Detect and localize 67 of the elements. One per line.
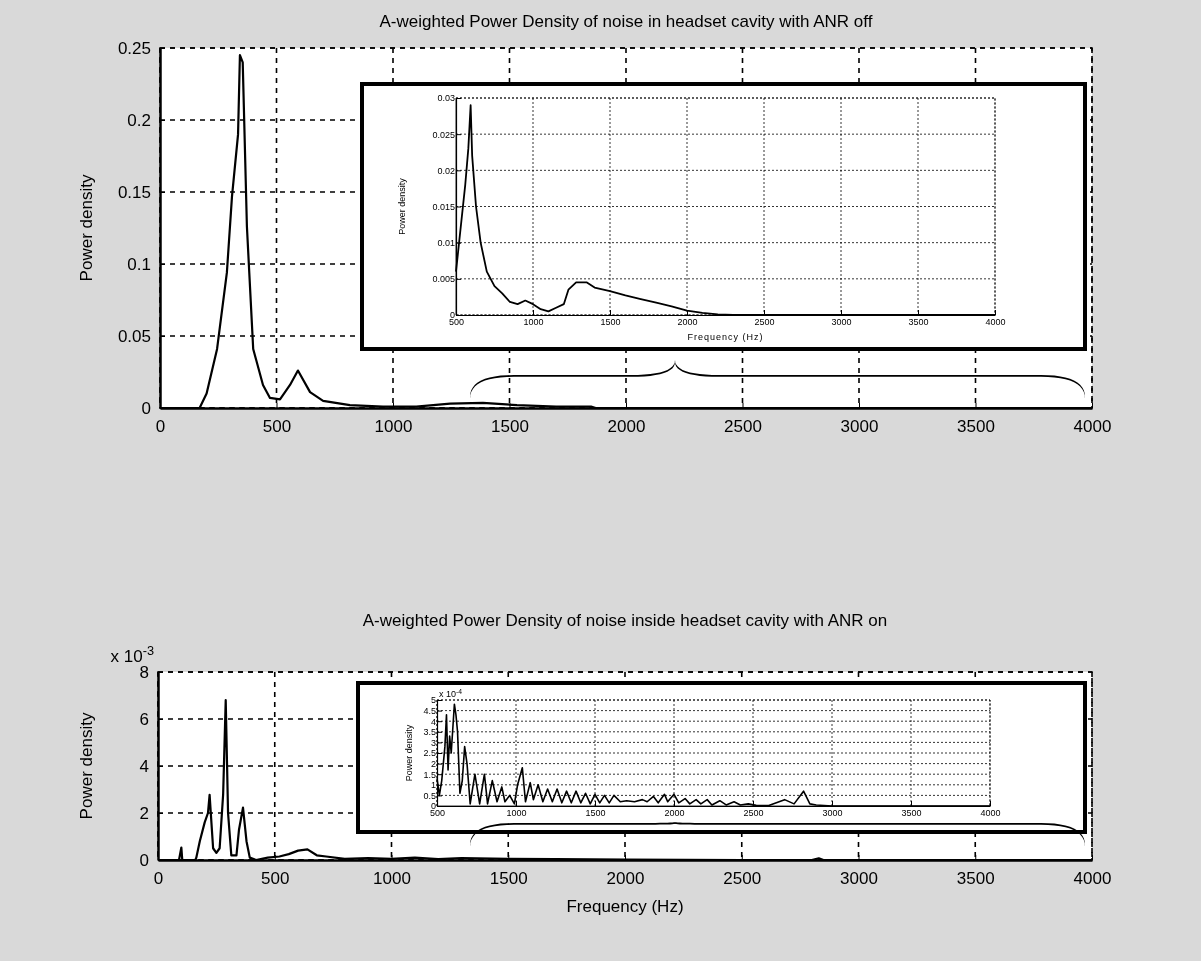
y-tick-label: 2 (430, 758, 436, 769)
y-axis-title: Power density (397, 177, 407, 235)
y-tick-label: 1 (430, 780, 436, 791)
x-tick-label: 3000 (840, 869, 878, 889)
y-tick-label: 0 (139, 850, 149, 870)
x-tick-label: 3000 (840, 417, 879, 437)
y-tick-label: 4 (430, 716, 436, 727)
x-tick-label: 4000 (985, 317, 1006, 328)
x-tick-label: 1500 (585, 808, 606, 819)
y-tick-label: 0.02 (437, 165, 455, 176)
x-tick-label: 500 (261, 869, 290, 889)
y-tick-label: 5 (430, 695, 436, 706)
x-tick-label: 0 (153, 869, 164, 889)
y-tick-label: 0 (141, 398, 151, 418)
y-axis-title: Power density (77, 174, 96, 282)
x-tick-label: 2000 (664, 808, 685, 819)
x-tick-label: 2000 (606, 869, 645, 889)
x-tick-label: 4000 (1073, 417, 1112, 437)
x-tick-label: 3500 (956, 869, 995, 889)
chart-title: A-weighted Power Density of noise in headset cavity with ANR off (379, 12, 873, 31)
x-tick-label: 3500 (908, 317, 929, 328)
x-tick-label: 1000 (373, 869, 411, 889)
y-tick-label: 3 (430, 737, 436, 748)
y-tick-label: 0.015 (432, 201, 455, 212)
y-axis-title: Power density (404, 724, 414, 782)
x-tick-label: 0 (155, 417, 166, 437)
y-tick-label: 0.05 (117, 326, 151, 346)
x-tick-label: 3500 (957, 417, 995, 437)
y-tick-label: 0.03 (437, 93, 455, 104)
annotation: x 10$^{-4}$ (439, 687, 463, 699)
y-tick-label: 0.2 (127, 110, 151, 130)
x-tick-label: 2000 (607, 417, 646, 437)
y-tick-label: 0.25 (117, 38, 151, 58)
y-tick-label: 0.01 (437, 238, 455, 249)
y-axis-title: Power density (77, 712, 96, 820)
x-tick-label: 2500 (723, 869, 762, 889)
y-tick-label: 3.5 (423, 727, 436, 738)
x-axis-title: Frequency (Hz) (687, 332, 764, 342)
y-tick-label: 1.5 (423, 769, 436, 780)
y-tick-label: 0.025 (432, 129, 455, 140)
x-tick-label: 1000 (374, 417, 413, 437)
x-tick-label: 2500 (724, 417, 762, 437)
y-tick-label: 2 (139, 803, 149, 823)
x-tick-label: 3000 (831, 317, 852, 328)
x-tick-label: 1000 (506, 808, 527, 819)
x-tick-label: 500 (262, 417, 292, 437)
x-tick-label: 2500 (743, 808, 764, 819)
y-tick-label: 2.5 (423, 748, 436, 759)
y-tick-label: 4 (139, 756, 149, 776)
x-tick-label: 4000 (1073, 869, 1112, 889)
x-tick-label: 3000 (822, 808, 843, 819)
x-axis-title: Frequency (Hz) (566, 897, 684, 916)
y-tick-label: 0.5 (423, 790, 436, 801)
x-tick-label: 2500 (754, 317, 775, 328)
x-tick-label: 1500 (489, 869, 528, 889)
x-tick-label: 3500 (901, 808, 922, 819)
x-tick-label: 1500 (491, 417, 529, 437)
x-tick-label: 1500 (600, 317, 621, 328)
x-tick-label: 2000 (677, 317, 698, 328)
y-tick-label: 0.1 (127, 254, 151, 274)
y-tick-label: 4.5 (423, 705, 436, 716)
y-tick-label: 0.15 (117, 182, 151, 202)
x-tick-label: 4000 (980, 808, 1001, 819)
chart-title: A-weighted Power Density of noise inside headset cavity with ANR on (362, 611, 888, 630)
y-tick-label: 6 (139, 709, 149, 729)
y-tick-label: 0.005 (432, 274, 455, 285)
x-tick-label: 1000 (523, 317, 544, 328)
